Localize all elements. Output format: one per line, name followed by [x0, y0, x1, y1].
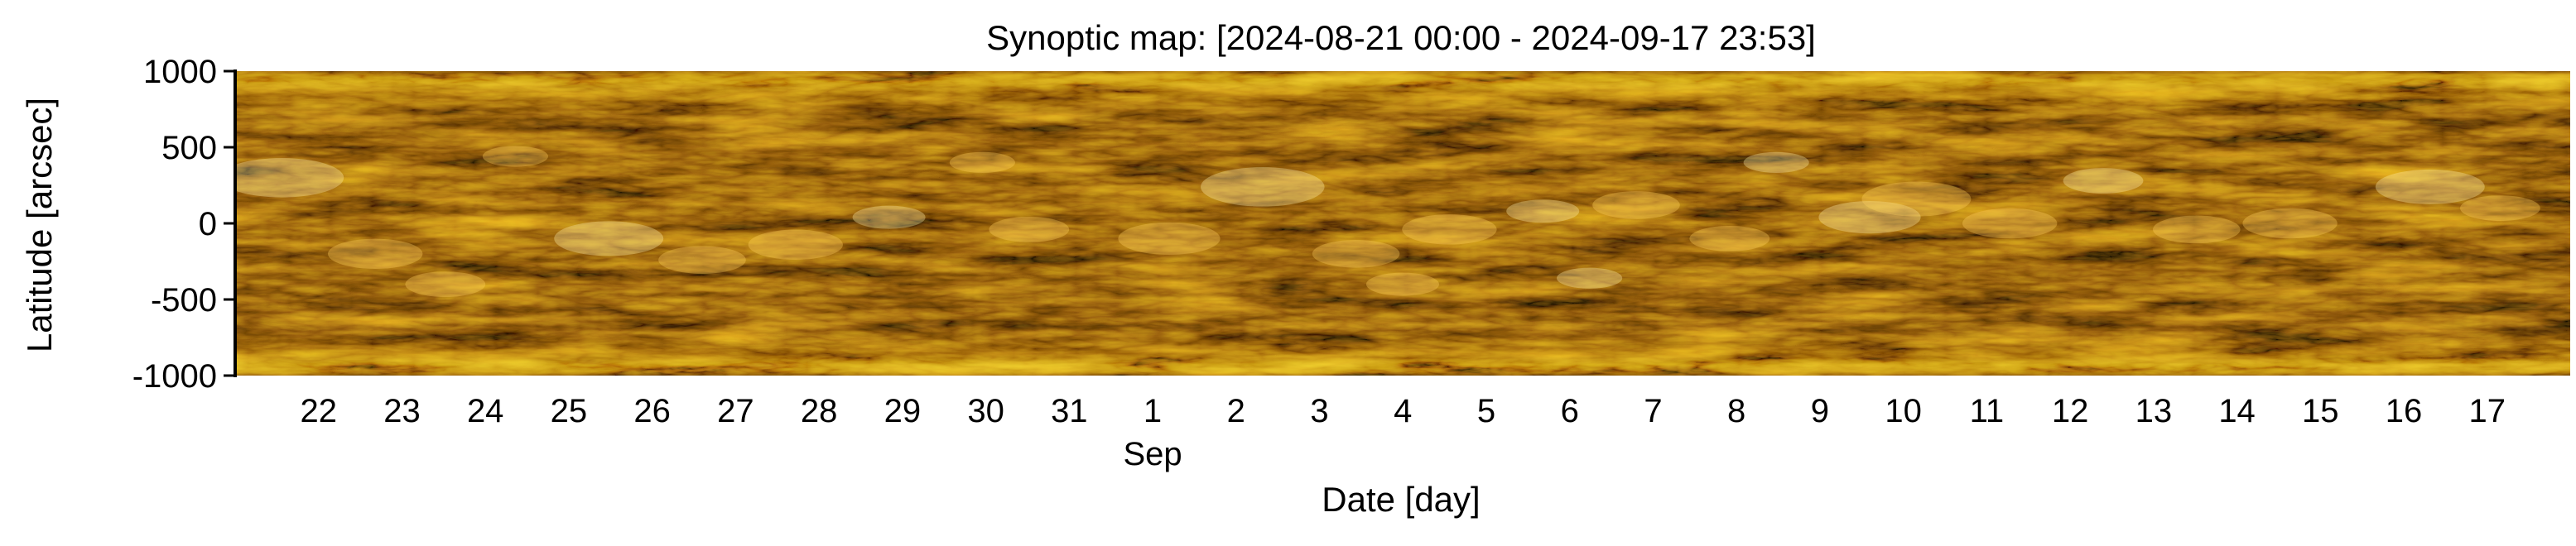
x-tick-label: 8	[1727, 393, 1745, 429]
x-tick-label: 31	[1051, 393, 1088, 429]
x-tick-label: 30	[967, 393, 1004, 429]
active-region-glow	[1557, 267, 1623, 289]
x-tick-sublabel: Sep	[1123, 436, 1182, 472]
x-tick-label: 4	[1394, 393, 1412, 429]
x-tick-label: 1	[1144, 393, 1162, 429]
active-region-glow	[2460, 195, 2540, 221]
active-region-glow	[1689, 226, 1770, 251]
x-tick-label: 24	[467, 393, 504, 429]
active-region-glow	[1366, 272, 1439, 296]
active-region-glow	[989, 216, 1070, 242]
active-region-glow	[1592, 191, 1680, 219]
x-tick-label: 9	[1811, 393, 1829, 429]
active-region-glow	[2063, 168, 2144, 194]
active-region-glow	[1118, 222, 1221, 255]
active-region-glow	[405, 271, 486, 297]
active-region-glow	[1402, 214, 1497, 245]
active-region-glow	[658, 246, 746, 274]
active-region-glow	[1312, 240, 1400, 268]
active-region-glow	[2242, 208, 2338, 239]
active-region-glow	[1818, 201, 1921, 234]
x-tick-label: 13	[2135, 393, 2173, 429]
x-tick-label: 3	[1310, 393, 1328, 429]
y-axis-label: Latitude [arcsec]	[20, 98, 59, 352]
active-region-glow	[235, 158, 344, 198]
x-tick-label: 25	[551, 393, 588, 429]
active-region-glow	[748, 229, 843, 260]
x-tick-label: 15	[2302, 393, 2339, 429]
x-tick-label: 11	[1970, 393, 2005, 429]
x-tick-label: 26	[633, 393, 671, 429]
active-region-glow	[554, 221, 664, 256]
x-tick-label: 17	[2469, 393, 2506, 429]
plot-area	[235, 71, 2570, 376]
x-tick-label: 2	[1227, 393, 1245, 429]
y-tick-label: -500	[151, 282, 217, 318]
y-tick-label: 1000	[143, 54, 217, 90]
x-tick-label: 22	[300, 393, 337, 429]
heatmap-limb-bands	[235, 71, 2570, 376]
active-region-glow	[1506, 199, 1580, 223]
x-tick-label: 5	[1477, 393, 1495, 429]
y-tick-label: 0	[199, 206, 217, 242]
x-axis-label: Date [day]	[1322, 480, 1480, 519]
y-tick-label: 500	[161, 130, 217, 166]
x-tick-label: 10	[1885, 393, 1922, 429]
active-region-glow	[2375, 169, 2485, 204]
active-region-glow	[852, 205, 926, 229]
active-region-glow	[1201, 167, 1325, 207]
active-region-glow	[482, 146, 549, 167]
active-region-glow	[949, 151, 1015, 173]
x-tick-label: 7	[1644, 393, 1662, 429]
x-tick-label: 16	[2386, 393, 2423, 429]
active-region-glow	[2153, 215, 2241, 244]
active-region-glow	[328, 238, 423, 269]
x-tick-label: 14	[2218, 393, 2256, 429]
x-tick-label: 29	[884, 393, 922, 429]
y-axis-ticks: 1000 500 0 -500 -1000	[132, 54, 235, 395]
x-tick-label: 6	[1561, 393, 1579, 429]
y-tick-label: -1000	[132, 358, 217, 395]
active-region-glow	[1861, 181, 1972, 217]
x-tick-label: 12	[2052, 393, 2089, 429]
chart-title: Synoptic map: [2024-08-21 00:00 - 2024-0…	[986, 18, 1816, 57]
active-region-glow	[1962, 208, 2058, 239]
x-tick-label: 23	[383, 393, 421, 429]
x-tick-label: 27	[717, 393, 754, 429]
active-regions	[235, 146, 2540, 297]
x-tick-label: 28	[801, 393, 838, 429]
active-region-glow	[1743, 151, 1809, 173]
